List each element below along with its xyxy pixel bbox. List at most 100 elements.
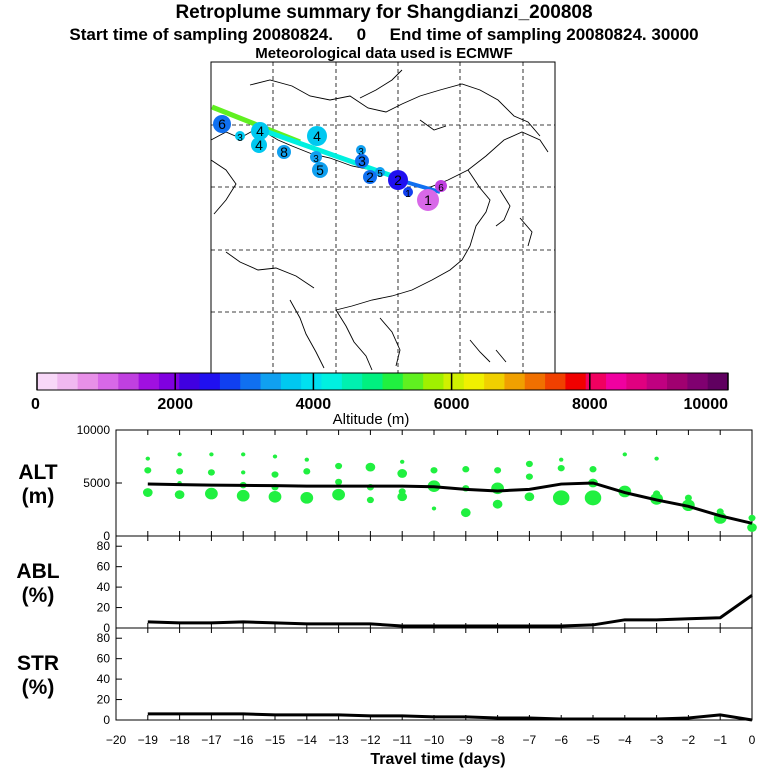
colorbar-swatch [321,373,343,390]
x-tick-label: −8 [491,733,505,747]
panel-abl: 80 60 40 20 0 ABL(%) [16,535,753,635]
plume-cluster-marker [235,131,245,141]
altitude-cluster-dot [654,456,659,461]
colorbar-swatch [443,373,465,390]
plume-cluster-label: 3 [358,147,364,158]
plume-cluster-marker [435,180,447,192]
colorbar-swatch [341,373,363,390]
plume-cluster-label: 4 [256,123,264,139]
x-tick-label: −2 [682,733,696,747]
plume-cluster-label: 3 [313,154,319,165]
colorbar-swatch [219,373,241,390]
altitude-cluster-dot [400,459,405,464]
altitude-cluster-dot [271,471,279,478]
altitude-cluster-dot [622,452,627,457]
altitude-cluster-dot [366,496,374,504]
altitude-cluster-dot [494,467,502,474]
colorbar-swatch [463,373,485,390]
colorbar-swatch [707,373,729,390]
x-tick-label: −10 [424,733,445,747]
plume-cluster-label: 4 [313,128,321,144]
x-tick-label: −13 [328,733,349,747]
colorbar-swatch [504,373,526,390]
colorbar-swatch [77,373,99,390]
y-tick-label: 40 [97,672,111,686]
altitude-cluster-dot [492,499,503,509]
colorbar-swatch [565,373,587,390]
altitude-cluster-dot [365,462,376,472]
plume-cluster-label: 5 [377,169,383,180]
x-tick-label: −3 [650,733,664,747]
plume-cluster-marker [251,137,267,153]
altitude-cluster-dot [304,457,309,462]
plume-cluster-marker [312,162,328,178]
colorbar-swatch [158,373,180,390]
colorbar-swatch [423,373,444,390]
y-tick-label: 80 [97,539,111,553]
x-tick-label: −20 [106,733,127,747]
colorbar-swatch [524,373,546,390]
panel-alt: 10000 5000 0 ALT(m) [18,423,757,543]
altitude-colorbar: 0 2000 4000 6000 8000 10000 [31,372,729,413]
panel-y-label: ALT [18,461,57,484]
y-tick-label: 0 [103,621,110,635]
y-tick-label: 20 [97,693,111,707]
y-tick-label: 60 [97,560,111,574]
plume-cluster-marker [388,170,408,190]
panel-y-label: (%) [22,584,55,607]
altitude-cluster-dot [747,523,757,532]
y-tick-label: 0 [103,713,110,727]
colorbar-swatch [118,373,140,390]
altitude-cluster-dot [431,506,437,511]
panel-y-label: (m) [22,485,55,508]
colorbar-swatch [484,373,505,390]
altitude-cluster-dot [524,492,535,502]
x-tick-label: −15 [265,733,286,747]
altitude-cluster-dot [207,469,215,476]
altitude-cluster-dot [584,490,602,506]
colorbar-swatch [687,373,709,390]
x-tick-label: 0 [749,733,756,747]
colorbar-tick-label: 4000 [296,396,332,413]
altitude-cluster-dot [300,492,314,504]
plume-cluster-label: 1 [405,189,411,200]
plume-cluster-label: 6 [438,183,444,194]
plume-cluster-label: 8 [280,144,288,160]
altitude-cluster-dot [177,452,182,457]
plume-cluster-label: 2 [394,172,402,188]
colorbar-swatch [97,373,119,390]
altitude-cluster-dot [525,473,533,480]
colorbar-swatch [362,373,383,390]
colorbar-swatch [545,373,566,390]
y-tick-label: 5000 [83,476,110,490]
map-frame [210,61,556,374]
panel-frame [115,535,753,629]
colorbar-tick-label: 8000 [572,396,608,413]
colorbar-tick-label: 6000 [434,396,470,413]
colorbar-swatch [585,373,607,390]
plume-cluster-label: 2 [366,169,374,185]
plume-cluster-label: 6 [218,116,226,132]
colorbar-tick-label: 0 [31,396,40,413]
plume-cluster-label: 1 [424,192,432,208]
x-tick-label: −7 [523,733,537,747]
altitude-cluster-dot [209,452,214,457]
colorbar-swatch [402,373,424,390]
y-tick-label: 40 [97,580,111,594]
panel-y-label: ABL [16,560,59,583]
plume-cluster-label: 3 [358,153,366,169]
altitude-cluster-dot [397,469,408,478]
plume-cluster-marker [213,115,231,133]
plume-cluster-marker [356,145,366,155]
altitude-cluster-dot [552,490,570,506]
colorbar-tick-label: 2000 [157,396,193,413]
colorbar-swatch [382,373,404,390]
country-borders [210,69,549,371]
plume-cluster-marker [355,154,369,168]
map-graticule [211,62,555,373]
plume-trajectory-mid [261,127,399,181]
plume-cluster-marker [307,126,327,146]
altitude-cluster-dot [335,478,343,486]
